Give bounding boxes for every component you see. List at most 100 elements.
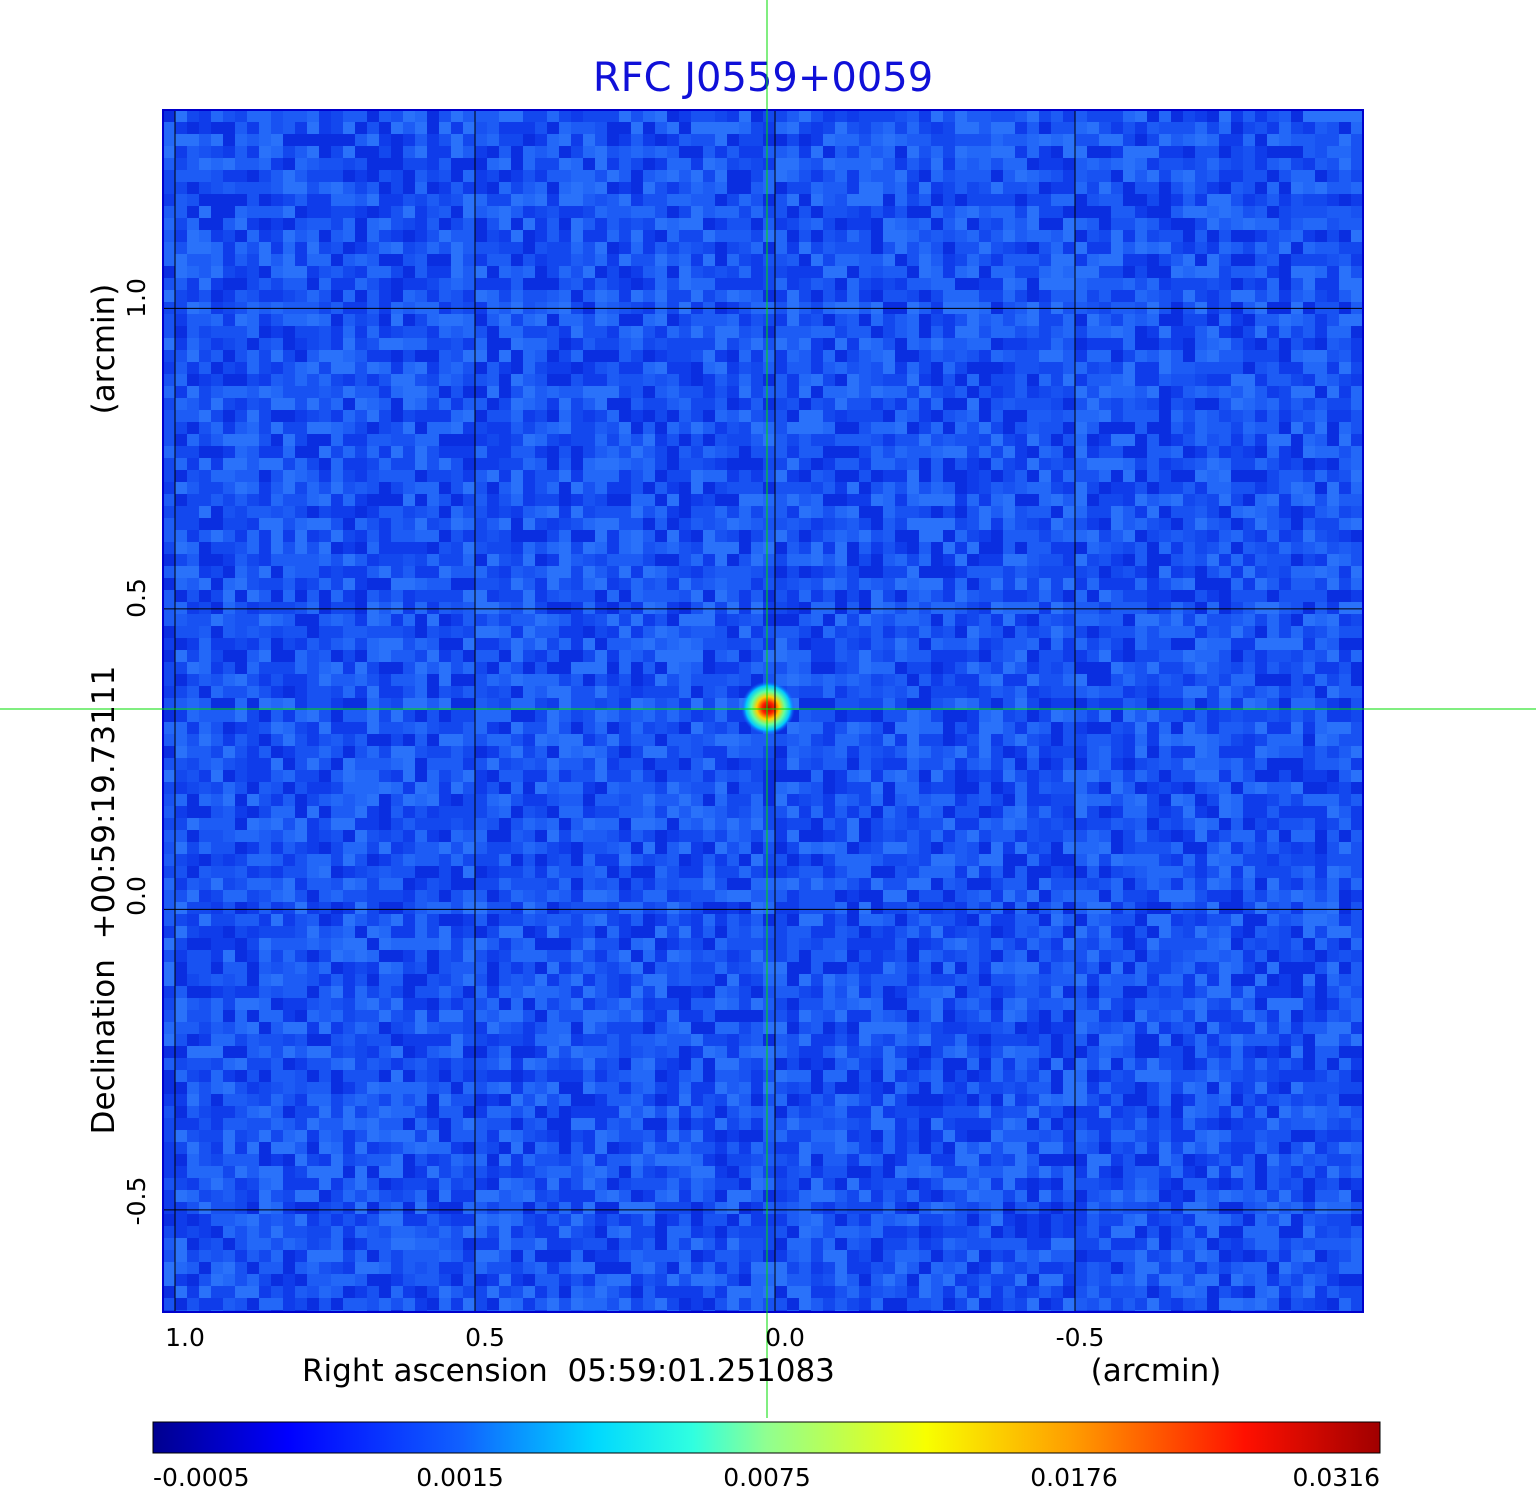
noise-pixel [547, 554, 559, 566]
noise-pixel [1255, 122, 1267, 134]
noise-pixel [307, 542, 319, 554]
noise-pixel [1123, 362, 1135, 374]
noise-pixel [1231, 494, 1243, 506]
noise-pixel [1123, 218, 1135, 230]
noise-pixel [799, 458, 811, 470]
noise-pixel [331, 470, 343, 482]
noise-pixel [463, 278, 475, 290]
noise-pixel [571, 590, 583, 602]
noise-pixel [1243, 374, 1255, 386]
noise-pixel [535, 134, 547, 146]
noise-pixel [1315, 554, 1327, 566]
noise-pixel [1279, 674, 1291, 686]
noise-pixel [1003, 458, 1015, 470]
noise-pixel [727, 518, 739, 530]
noise-pixel [199, 422, 211, 434]
noise-pixel [1195, 530, 1207, 542]
noise-pixel [823, 158, 835, 170]
noise-pixel [487, 170, 499, 182]
noise-pixel [439, 446, 451, 458]
noise-pixel [727, 122, 739, 134]
noise-pixel [1351, 206, 1363, 218]
noise-pixel [187, 110, 199, 122]
noise-pixel [943, 554, 955, 566]
noise-pixel [295, 218, 307, 230]
noise-pixel [895, 422, 907, 434]
noise-pixel [1147, 218, 1159, 230]
noise-pixel [247, 350, 259, 362]
noise-pixel [415, 206, 427, 218]
noise-pixel [667, 590, 679, 602]
noise-pixel [1219, 278, 1231, 290]
noise-pixel [1159, 410, 1171, 422]
noise-pixel [991, 386, 1003, 398]
noise-pixel [571, 506, 583, 518]
noise-pixel [247, 638, 259, 650]
noise-pixel [379, 230, 391, 242]
noise-pixel [1027, 698, 1039, 710]
noise-pixel [559, 386, 571, 398]
noise-pixel [859, 326, 871, 338]
noise-pixel [607, 110, 619, 122]
noise-pixel [1099, 554, 1111, 566]
noise-pixel [715, 362, 727, 374]
noise-pixel [523, 686, 535, 698]
noise-pixel [895, 398, 907, 410]
noise-pixel [931, 590, 943, 602]
noise-pixel [1075, 314, 1087, 326]
noise-pixel [535, 518, 547, 530]
noise-pixel [859, 470, 871, 482]
noise-pixel [439, 422, 451, 434]
noise-pixel [907, 386, 919, 398]
noise-pixel [163, 158, 175, 170]
noise-pixel [931, 602, 943, 614]
noise-pixel [1159, 230, 1171, 242]
noise-pixel [1207, 530, 1219, 542]
noise-pixel [787, 518, 799, 530]
noise-pixel [1147, 134, 1159, 146]
noise-pixel [415, 194, 427, 206]
noise-pixel [727, 350, 739, 362]
noise-pixel [1231, 386, 1243, 398]
noise-pixel [859, 134, 871, 146]
noise-pixel [1135, 470, 1147, 482]
noise-pixel [535, 230, 547, 242]
noise-pixel [559, 122, 571, 134]
noise-pixel [1111, 470, 1123, 482]
noise-pixel [787, 494, 799, 506]
noise-pixel [211, 626, 223, 638]
noise-pixel [1267, 110, 1279, 122]
noise-pixel [463, 134, 475, 146]
noise-pixel [655, 578, 667, 590]
noise-pixel [1135, 434, 1147, 446]
noise-pixel [859, 626, 871, 638]
noise-pixel [775, 494, 787, 506]
noise-pixel [1231, 362, 1243, 374]
noise-pixel [811, 602, 823, 614]
noise-pixel [211, 542, 223, 554]
noise-pixel [319, 494, 331, 506]
noise-pixel [547, 362, 559, 374]
noise-pixel [403, 482, 415, 494]
noise-pixel [463, 266, 475, 278]
noise-pixel [1063, 554, 1075, 566]
noise-pixel [1207, 662, 1219, 674]
noise-pixel [679, 230, 691, 242]
noise-pixel [1147, 446, 1159, 458]
noise-pixel [1051, 338, 1063, 350]
noise-pixel [1159, 638, 1171, 650]
noise-pixel [367, 290, 379, 302]
noise-pixel [1339, 386, 1351, 398]
noise-pixel [775, 446, 787, 458]
noise-pixel [799, 254, 811, 266]
noise-pixel [355, 506, 367, 518]
noise-pixel [439, 434, 451, 446]
noise-pixel [247, 146, 259, 158]
noise-pixel [163, 362, 175, 374]
noise-pixel [607, 458, 619, 470]
noise-pixel [439, 458, 451, 470]
noise-pixel [919, 218, 931, 230]
noise-pixel [931, 230, 943, 242]
noise-pixel [319, 242, 331, 254]
